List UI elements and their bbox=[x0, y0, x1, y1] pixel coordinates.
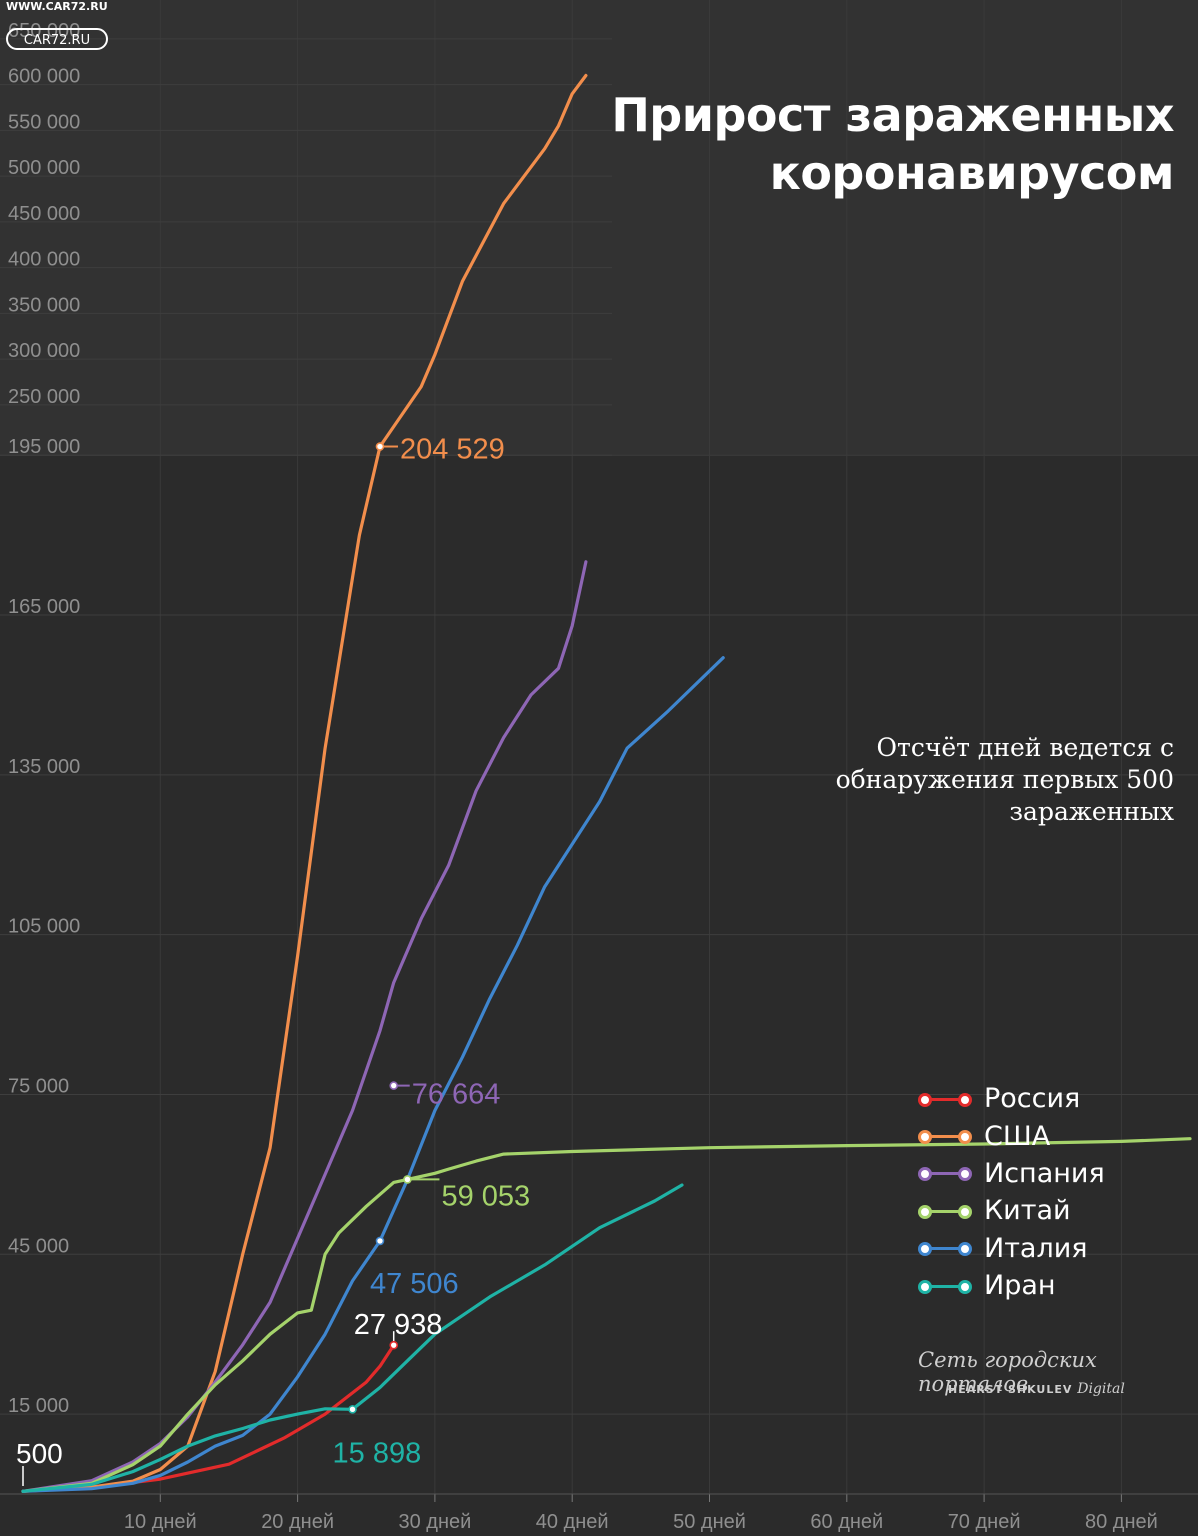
x-tick-label: 70 дней bbox=[948, 1511, 1021, 1533]
x-tick-label: 40 дней bbox=[536, 1511, 609, 1533]
annotation-point bbox=[375, 1236, 385, 1246]
series-line-Китай bbox=[21, 1137, 1192, 1493]
legend-swatch-icon bbox=[918, 1163, 972, 1183]
y-tick-label: 300 000 bbox=[8, 340, 80, 362]
legend-item-italy: Италия bbox=[918, 1230, 1105, 1267]
legend-label: Испания bbox=[984, 1157, 1105, 1189]
legend-label: Иран bbox=[984, 1270, 1056, 1302]
series-line-США bbox=[21, 73, 588, 1493]
watermark-url: WWW.CAR72.RU bbox=[6, 0, 108, 13]
legend-swatch-icon bbox=[918, 1276, 972, 1296]
y-tick-label: 195 000 bbox=[8, 436, 80, 458]
legend-label: Италия bbox=[984, 1232, 1088, 1264]
legend-label: Китай bbox=[984, 1195, 1071, 1227]
series-line-Испания bbox=[21, 560, 588, 1493]
x-tick-label: 10 дней bbox=[124, 1511, 197, 1533]
annotation-label: 204 529 bbox=[400, 434, 505, 466]
annotation-point bbox=[389, 1340, 399, 1350]
annotation-label: 47 506 bbox=[370, 1268, 459, 1300]
y-tick-label: 75 000 bbox=[8, 1075, 69, 1097]
series-line-Иран bbox=[21, 1183, 684, 1493]
legend-swatch-icon bbox=[918, 1201, 972, 1221]
legend-item-usa: США bbox=[918, 1117, 1105, 1154]
x-tick-label: 80 дней bbox=[1085, 1511, 1158, 1533]
y-tick-label: 45 000 bbox=[8, 1235, 69, 1257]
car72-logo: CAR72.RU bbox=[6, 28, 108, 50]
upper-scale-band bbox=[0, 0, 1198, 456]
annotation-point bbox=[389, 1081, 399, 1090]
annotation-point bbox=[375, 442, 385, 451]
y-tick-label: 15 000 bbox=[8, 1395, 69, 1417]
y-tick-label: 450 000 bbox=[8, 203, 80, 225]
y-tick-label: 165 000 bbox=[8, 596, 80, 618]
x-tick-label: 60 дней bbox=[810, 1511, 883, 1533]
legend-label: США bbox=[984, 1120, 1051, 1152]
y-tick-label: 105 000 bbox=[8, 916, 80, 938]
brand-line-2: HEARST SHKULEV Digital bbox=[948, 1381, 1125, 1397]
brand-name: HEARST SHKULEV bbox=[948, 1383, 1073, 1396]
legend-swatch-icon bbox=[918, 1238, 972, 1258]
y-tick-label: 600 000 bbox=[8, 66, 80, 88]
x-tick-label: 20 дней bbox=[261, 1511, 334, 1533]
x-tick-label: 50 дней bbox=[673, 1511, 746, 1533]
y-tick-label: 250 000 bbox=[8, 386, 80, 408]
chart-title: Прирост зараженных коронавирусом bbox=[611, 88, 1174, 200]
annotation-label: 76 664 bbox=[412, 1079, 501, 1111]
chart-subtitle: Отсчёт дней ведется с обнаружения первых… bbox=[835, 733, 1174, 826]
annotation-label: 15 898 bbox=[333, 1437, 422, 1469]
annotation-label: 27 938 bbox=[354, 1309, 443, 1341]
annotation-point bbox=[403, 1175, 412, 1184]
y-tick-label: 500 000 bbox=[8, 157, 80, 179]
legend-swatch-icon bbox=[918, 1089, 972, 1109]
brand-suffix: Digital bbox=[1077, 1381, 1125, 1397]
legend-swatch-icon bbox=[918, 1126, 972, 1146]
start-value-label: 500 bbox=[16, 1438, 63, 1469]
legend-item-russia: Россия bbox=[918, 1080, 1105, 1117]
y-tick-label: 400 000 bbox=[8, 249, 80, 271]
legend: Россия США Испания Китай Италия Иран bbox=[918, 1080, 1105, 1304]
annotation-label: 59 053 bbox=[441, 1180, 530, 1212]
x-tick-label: 30 дней bbox=[398, 1511, 471, 1533]
legend-item-china: Китай bbox=[918, 1192, 1105, 1229]
y-tick-label: 650 000 bbox=[8, 20, 80, 42]
y-tick-label: 350 000 bbox=[8, 294, 80, 316]
series-line-Россия bbox=[21, 1343, 396, 1493]
brand-line-1: Сеть городских порталов bbox=[918, 1348, 1097, 1396]
legend-label: Россия bbox=[984, 1083, 1081, 1115]
y-tick-label: 135 000 bbox=[8, 756, 80, 778]
y-tick-label: 550 000 bbox=[8, 111, 80, 133]
series-line-Италия bbox=[21, 656, 725, 1493]
legend-item-spain: Испания bbox=[918, 1155, 1105, 1192]
legend-item-iran: Иран bbox=[918, 1267, 1105, 1304]
annotation-point bbox=[348, 1405, 357, 1414]
